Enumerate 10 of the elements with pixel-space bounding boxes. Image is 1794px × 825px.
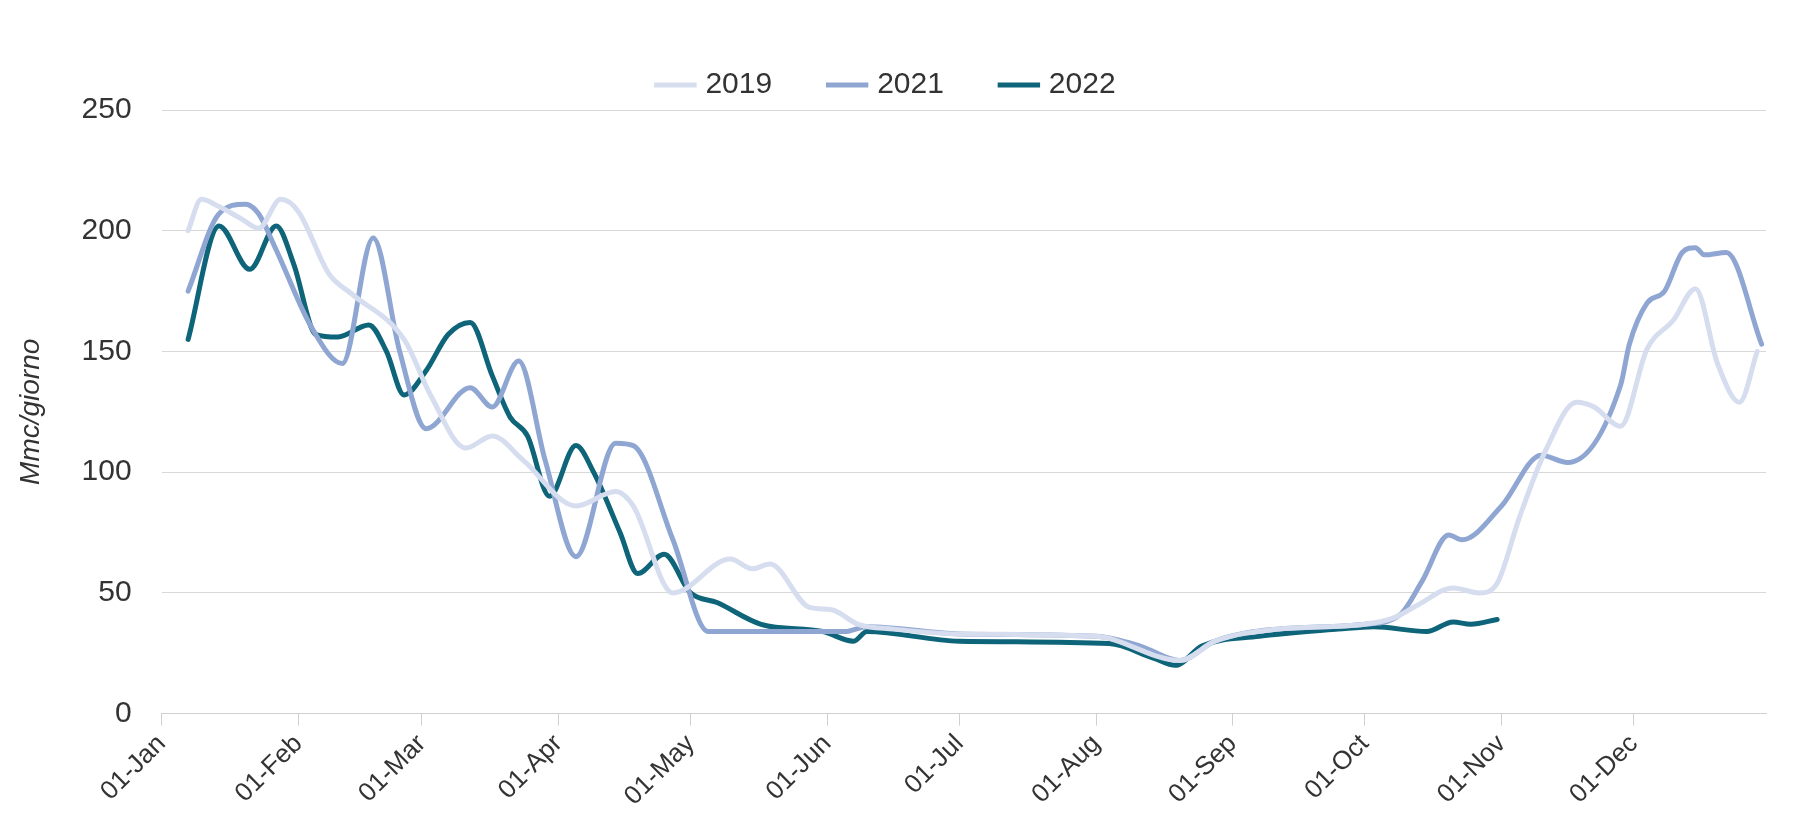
legend-label: 2019 [705, 66, 773, 100]
legend-label: 2021 [877, 66, 944, 100]
y-tick-label: 0 [114, 694, 132, 728]
y-axis-title: Mmc/giorno [13, 338, 45, 485]
y-tick-label: 250 [81, 91, 132, 125]
y-tick-label: 150 [81, 332, 132, 366]
legend-label: 2022 [1048, 66, 1116, 100]
y-tick-label: 200 [81, 211, 132, 245]
y-tick-label: 50 [98, 574, 132, 608]
y-tick-label: 100 [81, 453, 132, 487]
